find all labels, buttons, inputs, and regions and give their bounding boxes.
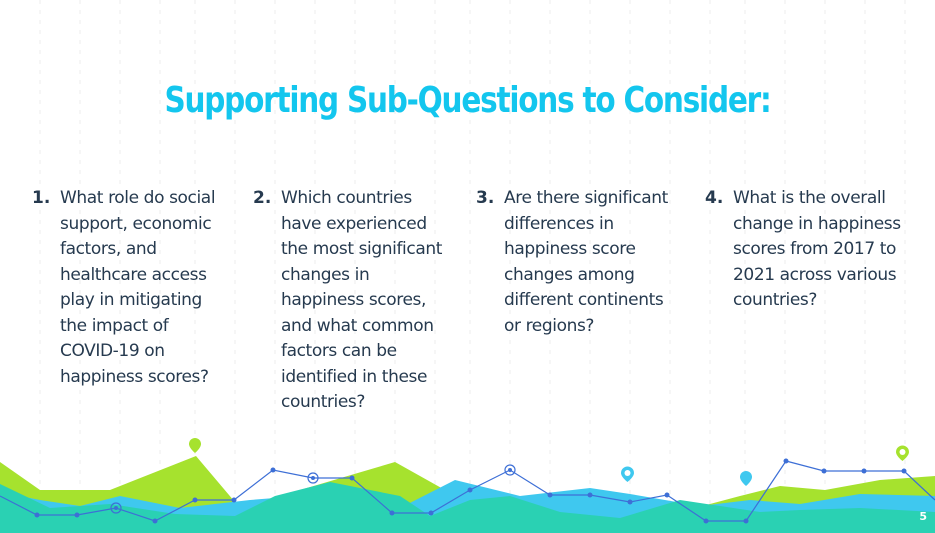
location-pin-icon bbox=[621, 466, 634, 482]
question-item-1: 1. What role do social support, economic… bbox=[32, 186, 242, 390]
question-item-2: 2. Which countries have experienced the … bbox=[253, 186, 471, 416]
page-number: 5 bbox=[919, 510, 927, 523]
question-number: 1. bbox=[32, 188, 51, 208]
question-text: What is the overall change in happiness … bbox=[733, 188, 901, 310]
question-list: 1. What role do social support, economic… bbox=[0, 186, 935, 426]
question-text: Which countries have experienced the mos… bbox=[281, 188, 442, 412]
slide-title: Supporting Sub-Questions to Consider: bbox=[164, 80, 771, 121]
question-number: 2. bbox=[253, 188, 272, 208]
question-number: 3. bbox=[476, 188, 495, 208]
line-series-markers bbox=[34, 458, 907, 524]
question-text: Are there significant differences in hap… bbox=[504, 188, 668, 336]
location-pin-icon bbox=[896, 445, 909, 461]
question-number: 4. bbox=[705, 188, 724, 208]
teal-mountain-shape bbox=[0, 482, 935, 533]
location-pin-icon bbox=[189, 438, 201, 453]
location-pin-icon bbox=[740, 471, 752, 486]
question-item-4: 4. What is the overall change in happine… bbox=[705, 186, 927, 314]
question-item-3: 3. Are there significant differences in … bbox=[476, 186, 694, 339]
highlighted-markers bbox=[110, 464, 516, 514]
question-text: What role do social support, economic fa… bbox=[60, 188, 216, 387]
